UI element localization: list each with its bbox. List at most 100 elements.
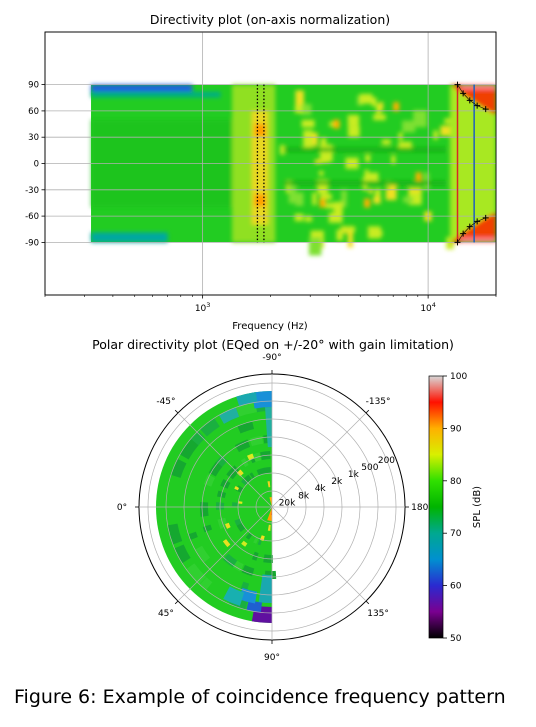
heatmap-cell: [446, 236, 454, 250]
polar-angle-tick: [174, 409, 179, 414]
polar-cell: [208, 461, 223, 477]
polar-cell: [240, 479, 248, 486]
polar-cell: [234, 439, 251, 453]
heatmap-cell: [294, 213, 304, 222]
heatmap-cell: [91, 91, 221, 98]
heatmap-cell: [320, 137, 327, 150]
polar-cell: [238, 501, 243, 504]
colorbar-tick-label: 70: [450, 529, 462, 539]
heatmap-cell: [308, 237, 322, 256]
polar-angle-labels: -90° -135° 180° 135° 90° 45° 0° -45°: [117, 353, 433, 663]
top-x-axis-label: Frequency (Hz): [232, 321, 308, 332]
polar-cell: [253, 537, 259, 544]
colorbar-tick-label: 60: [450, 582, 462, 592]
polar-cell: [257, 538, 263, 546]
polar-cell: [234, 486, 240, 491]
polar-radial-label: 500: [361, 463, 378, 473]
heatmap-cell: [461, 84, 496, 90]
heatmap-cell: [373, 196, 381, 204]
heatmap-cell: [359, 93, 373, 104]
heatmap-cell: [368, 188, 373, 194]
polar-angle-tick: [174, 600, 179, 605]
heatmap-cell: [91, 232, 168, 243]
heatmap-cell: [303, 130, 314, 148]
polar-radial-label: 8k: [298, 491, 310, 501]
polar-angle-tick: [365, 409, 370, 414]
heatmap-cell: [301, 119, 315, 128]
polar-angle-label: 90°: [264, 653, 280, 663]
heatmap-cell: [91, 84, 193, 94]
polar-cell: [186, 563, 207, 585]
heatmap-cell: [294, 105, 303, 114]
polar-cell: [202, 524, 213, 533]
polar-angle-label: -90°: [262, 353, 281, 363]
polar-radial-label: 200: [378, 456, 395, 466]
y-tick-label: 60: [28, 107, 39, 117]
polar-spoke: [177, 412, 367, 602]
polar-cell: [195, 545, 211, 563]
polar-cell: [267, 524, 271, 531]
polar-cell: [219, 407, 240, 424]
y-tick-label: -90: [25, 238, 39, 248]
heatmap-cell: [449, 211, 496, 243]
heatmap-cell: [393, 102, 400, 112]
heatmap-cell: [284, 181, 446, 186]
heatmap-cell: [364, 169, 369, 183]
heatmap-cell: [284, 147, 446, 152]
heatmap-cell: [295, 192, 304, 206]
heatmap-cell: [319, 193, 332, 200]
polar-cell: [223, 586, 245, 606]
heatmap-cell: [389, 182, 397, 201]
heatmap-cell: [279, 145, 285, 155]
heatmap-cell: [461, 237, 496, 243]
polar-grid: [135, 370, 409, 644]
heatmap-cell: [347, 126, 360, 138]
heatmap-cell: [254, 124, 266, 137]
heatmap-cell: [314, 159, 322, 164]
polar-cell: [246, 600, 262, 613]
polar-cell: [200, 418, 220, 437]
colorbar-tick-label: 100: [450, 372, 467, 382]
polar-cell: [199, 577, 213, 591]
heatmap-cell: [376, 103, 382, 114]
top-x-ticks: 103 104: [44, 295, 497, 314]
marker-line: [457, 217, 486, 243]
polar-cell: [188, 531, 198, 541]
heatmap-cell: [300, 104, 312, 116]
colorbar-gradient: [428, 375, 444, 639]
heatmap-cell: [319, 144, 333, 162]
heatmap-cell: [312, 192, 317, 206]
polar-chart-title: Polar directivity plot (EQed on +/-20° w…: [92, 337, 454, 352]
heatmap-cell: [385, 188, 394, 201]
heatmap-cell: [391, 155, 396, 164]
heatmap-cell: [366, 172, 379, 183]
polar-radial-label: 20k: [279, 498, 296, 508]
heatmap-cell: [254, 194, 266, 207]
heatmap-cell: [325, 202, 338, 209]
top-vertical-lines: [256, 84, 475, 243]
polar-radial-label: 1k: [348, 470, 360, 480]
heatmap-cell: [319, 198, 326, 208]
heatmap-cell: [373, 230, 383, 237]
y-tick-label: 0: [34, 160, 39, 170]
heatmap-cell: [364, 198, 371, 208]
heatmap-cell: [433, 130, 438, 140]
polar-angle-label: -45°: [156, 397, 175, 407]
polar-cell: [241, 565, 255, 577]
polar-cell: [200, 501, 209, 517]
x-tick-label: 104: [420, 301, 436, 314]
heatmap-cell: [347, 114, 360, 127]
polar-angle-tick: [365, 600, 370, 605]
heatmap-cell: [444, 118, 453, 124]
polar-cell: [236, 469, 244, 477]
polar-cell: [237, 423, 246, 434]
polar-angle-label: 0°: [117, 503, 127, 513]
heatmap-cell: [304, 216, 313, 222]
heatmap-cell: [373, 114, 386, 121]
heatmap-cell: [328, 212, 343, 223]
heatmap-cell: [318, 170, 324, 176]
polar-radial-label: 4k: [315, 484, 327, 494]
directivity-heatmap: [91, 84, 496, 256]
heatmap-cell: [381, 139, 391, 145]
polar-radial-label: 2k: [331, 477, 343, 487]
